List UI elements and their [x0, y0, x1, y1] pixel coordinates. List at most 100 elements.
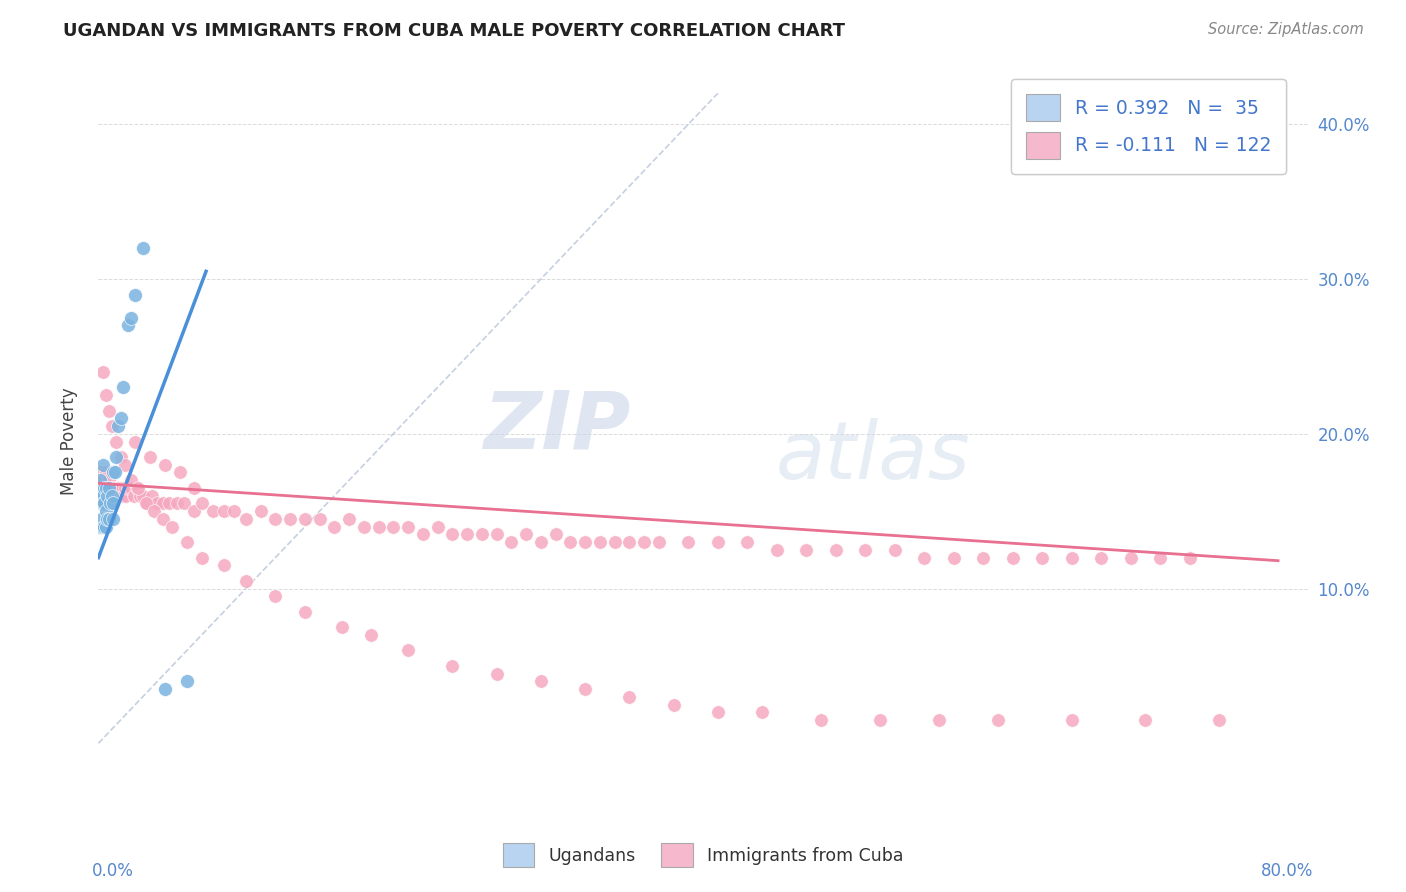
Point — [131, 241, 153, 255]
Point — [235, 574, 257, 588]
Point — [97, 473, 120, 487]
Point — [91, 365, 114, 379]
Point — [323, 519, 346, 533]
Point — [143, 504, 166, 518]
Text: Source: ZipAtlas.com: Source: ZipAtlas.com — [1208, 22, 1364, 37]
Point — [530, 535, 553, 549]
Point — [90, 489, 112, 503]
Point — [183, 481, 205, 495]
Point — [169, 466, 191, 480]
Point — [294, 512, 316, 526]
Point — [105, 450, 128, 464]
Point — [153, 682, 176, 697]
Point — [515, 527, 537, 541]
Point — [101, 481, 124, 495]
Point — [124, 287, 146, 301]
Point — [117, 318, 139, 333]
Point — [104, 481, 127, 495]
Point — [110, 450, 132, 464]
Point — [942, 550, 965, 565]
Text: 80.0%: 80.0% — [1261, 863, 1313, 880]
Point — [1178, 550, 1201, 565]
Text: 0.0%: 0.0% — [93, 863, 134, 880]
Point — [98, 496, 121, 510]
Point — [124, 434, 146, 449]
Point — [127, 481, 149, 495]
Y-axis label: Male Poverty: Male Poverty — [59, 388, 77, 495]
Point — [91, 481, 114, 495]
Point — [485, 666, 508, 681]
Point — [249, 504, 271, 518]
Point — [382, 519, 405, 533]
Point — [1208, 713, 1230, 727]
Point — [91, 458, 114, 472]
Point — [1135, 713, 1157, 727]
Point — [396, 519, 419, 533]
Point — [485, 527, 508, 541]
Point — [222, 504, 245, 518]
Point — [139, 450, 162, 464]
Point — [441, 659, 464, 673]
Point — [212, 558, 235, 573]
Point — [94, 481, 117, 495]
Point — [353, 519, 375, 533]
Point — [98, 481, 121, 495]
Point — [1060, 713, 1083, 727]
Point — [360, 628, 382, 642]
Point — [108, 481, 131, 495]
Point — [1031, 550, 1053, 565]
Point — [115, 489, 138, 503]
Point — [111, 481, 134, 495]
Point — [176, 674, 198, 689]
Point — [93, 481, 115, 495]
Point — [1090, 550, 1112, 565]
Point — [97, 403, 120, 417]
Point — [90, 512, 112, 526]
Point — [426, 519, 449, 533]
Point — [751, 706, 773, 720]
Point — [706, 706, 728, 720]
Point — [173, 496, 195, 510]
Point — [1149, 550, 1171, 565]
Point — [883, 542, 905, 557]
Point — [90, 496, 112, 510]
Point — [853, 542, 876, 557]
Point — [89, 473, 111, 487]
Point — [928, 713, 950, 727]
Point — [441, 527, 464, 541]
Point — [110, 489, 132, 503]
Point — [152, 496, 174, 510]
Point — [794, 542, 817, 557]
Point — [619, 535, 641, 549]
Point — [91, 496, 114, 510]
Point — [912, 550, 935, 565]
Point — [96, 481, 118, 495]
Point — [94, 519, 117, 533]
Point — [112, 489, 135, 503]
Point — [100, 481, 122, 495]
Text: ZIP: ZIP — [484, 387, 630, 466]
Point — [96, 512, 118, 526]
Point — [456, 527, 478, 541]
Point — [166, 496, 188, 510]
Point — [93, 473, 115, 487]
Point — [120, 310, 142, 325]
Point — [190, 496, 212, 510]
Point — [141, 489, 163, 503]
Point — [574, 535, 596, 549]
Point — [190, 550, 212, 565]
Point — [157, 496, 180, 510]
Point — [412, 527, 434, 541]
Point — [136, 496, 159, 510]
Point — [183, 504, 205, 518]
Point — [633, 535, 655, 549]
Point — [93, 519, 115, 533]
Point — [100, 489, 122, 503]
Point — [101, 512, 124, 526]
Point — [110, 411, 132, 425]
Point — [589, 535, 612, 549]
Point — [135, 496, 157, 510]
Point — [146, 496, 169, 510]
Point — [471, 527, 494, 541]
Point — [112, 380, 135, 394]
